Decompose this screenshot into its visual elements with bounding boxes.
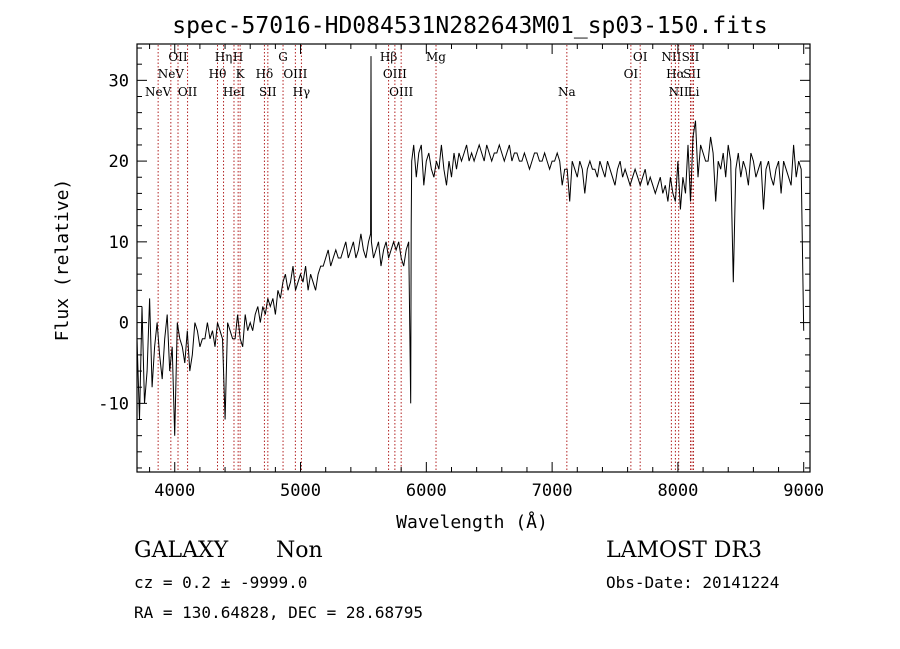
marker-label: SII [682, 50, 700, 64]
x-tick-label: 7000 [532, 481, 573, 501]
y-tick-label: -10 [98, 394, 129, 414]
object-subclass: Non [276, 538, 323, 563]
marker-label: SII [683, 67, 701, 81]
marker-label: G [278, 50, 288, 64]
marker-label: K [236, 67, 246, 81]
marker-label: HeI [223, 85, 246, 99]
marker-label: Hβ [380, 50, 397, 64]
marker-label: Hγ [293, 85, 311, 99]
line-markers: NeV NeV OII OII Hθ Hη HeI HK Hδ SII G OIII Hγ Hβ OIII O… [145, 45, 701, 471]
x-tick-label: 6000 [406, 481, 447, 501]
spectrum-line [136, 56, 805, 436]
x-axis-label: Wavelength (Å) [396, 511, 548, 533]
x-tick-label: 8000 [657, 481, 698, 501]
x-tick-label: 5000 [280, 481, 321, 501]
marker-label: NII [661, 50, 681, 64]
x-tick-label: 9000 [783, 481, 824, 501]
chart-title: spec-57016-HD084531N282643M01_sp03-150.f… [172, 13, 767, 39]
marker-label: OI [624, 67, 639, 81]
marker-label: Hα [666, 67, 685, 81]
marker-label: OIII [283, 67, 307, 81]
marker-label: Na [558, 85, 576, 99]
marker-label: Hθ [209, 67, 227, 81]
marker-label: NeV [145, 85, 172, 99]
y-tick-label: 10 [109, 233, 129, 253]
y-axis-label: Flux (relative) [52, 179, 73, 342]
y-tick-label: 20 [109, 152, 129, 172]
marker-label: OIII [383, 67, 407, 81]
marker-label: OII [178, 85, 198, 99]
obs-date: Obs-Date: 20141224 [606, 573, 780, 592]
marker-label: OIII [389, 85, 413, 99]
marker-label: OII [168, 50, 188, 64]
marker-label: OI [633, 50, 648, 64]
marker-label: SII [259, 85, 277, 99]
marker-label: NII [669, 85, 689, 99]
x-tick-label: 4000 [154, 481, 195, 501]
marker-label: H [233, 50, 243, 64]
marker-label: Hδ [256, 67, 274, 81]
axes: 4000 5000 6000 7000 8000 9000 -10 0 10 20 30 [98, 44, 824, 501]
redshift-cz: cz = 0.2 ± -9999.0 [134, 573, 308, 592]
y-tick-label: 30 [109, 71, 129, 91]
marker-label: Li [688, 85, 700, 99]
y-tick-label: 0 [119, 314, 129, 334]
object-class: GALAXY [134, 538, 229, 563]
survey-name: LAMOST DR3 [606, 538, 762, 563]
marker-label: NeV [158, 67, 185, 81]
marker-label: Mg [426, 50, 446, 64]
coordinates: RA = 130.64828, DEC = 28.68795 [134, 603, 423, 622]
marker-label: Hη [215, 50, 233, 64]
